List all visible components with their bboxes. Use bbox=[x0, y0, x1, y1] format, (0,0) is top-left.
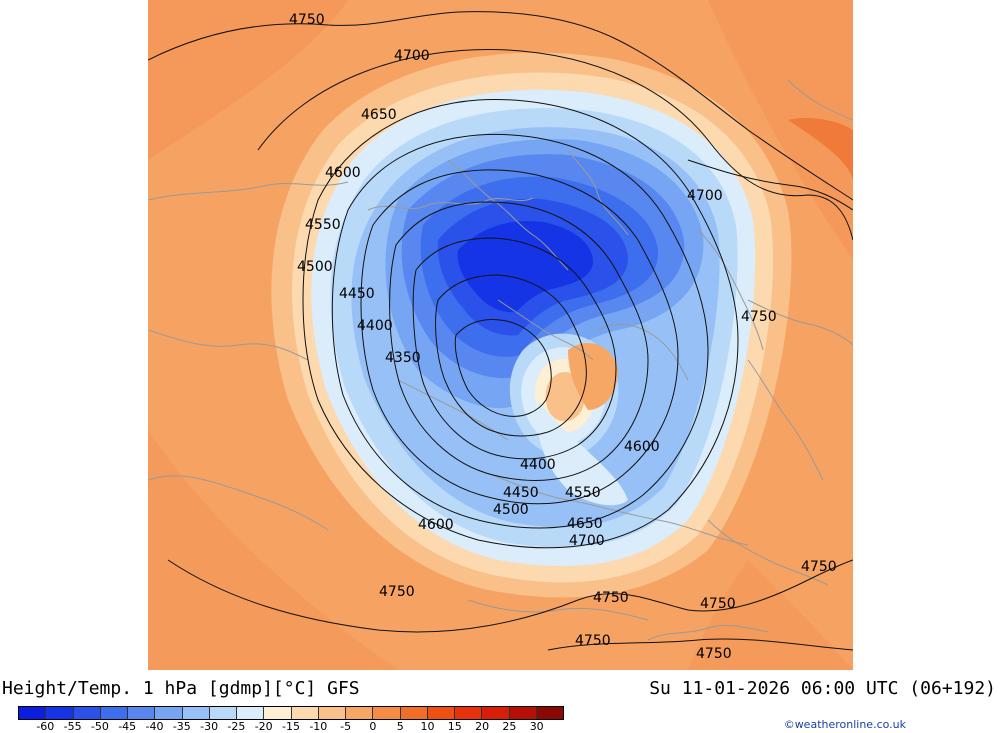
contour-label: 4350 bbox=[385, 350, 421, 366]
colorbar-tick-label: -60 bbox=[36, 720, 55, 733]
colorbar-swatch bbox=[182, 707, 210, 719]
contour-label: 4600 bbox=[624, 439, 660, 455]
contour-label: 4750 bbox=[696, 646, 732, 662]
colorbar-swatch bbox=[46, 707, 74, 719]
contour-label: 4750 bbox=[593, 590, 629, 606]
contour-label: 4700 bbox=[569, 533, 605, 549]
colorbar-swatch bbox=[427, 707, 455, 719]
contour-label: 4650 bbox=[361, 107, 397, 123]
colorbar-tick-label: -35 bbox=[172, 720, 191, 733]
contour-label: 4600 bbox=[418, 517, 454, 533]
temperature-colorbar bbox=[18, 706, 564, 720]
colorbar-tick-label: 0 bbox=[369, 720, 377, 733]
colorbar-swatch bbox=[155, 707, 183, 719]
contour-label: 4750 bbox=[801, 559, 837, 575]
temperature-height-map: 4750 4700 4650 4600 4550 4500 4450 4400 … bbox=[148, 0, 853, 670]
contour-label: 4500 bbox=[297, 259, 333, 275]
colorbar-swatch bbox=[346, 707, 374, 719]
credit-text: ©weatheronline.co.uk bbox=[783, 718, 906, 731]
colorbar-swatch bbox=[237, 707, 265, 719]
height-contours bbox=[148, 11, 853, 651]
contour-label: 4750 bbox=[289, 12, 325, 28]
colorbar-swatch bbox=[291, 707, 319, 719]
contour-label: 4700 bbox=[394, 48, 430, 64]
colorbar-swatch bbox=[400, 707, 428, 719]
colorbar-swatch bbox=[318, 707, 346, 719]
contour-label: 4750 bbox=[741, 309, 777, 325]
colorbar-swatch bbox=[455, 707, 483, 719]
contour-labels: 4750 4700 4650 4600 4550 4500 4450 4400 … bbox=[289, 12, 837, 662]
colorbar-tick-label: -15 bbox=[282, 720, 300, 733]
colorbar-tick-label: 30 bbox=[529, 720, 544, 733]
colorbar-swatch bbox=[209, 707, 237, 719]
contour-label: 4450 bbox=[339, 286, 375, 302]
colorbar-tick-label: 25 bbox=[502, 720, 517, 733]
contour-label: 4650 bbox=[567, 516, 603, 532]
colorbar-swatch bbox=[482, 707, 510, 719]
colorbar-tick-label: -30 bbox=[200, 720, 219, 733]
contour-label: 4550 bbox=[565, 485, 601, 501]
colorbar-tick-label: 20 bbox=[475, 720, 490, 733]
contour-label: 4400 bbox=[357, 318, 393, 334]
contour-label: 4500 bbox=[493, 502, 529, 518]
colorbar-swatch bbox=[373, 707, 401, 719]
colorbar-tick-label: 10 bbox=[420, 720, 435, 733]
contour-label: 4700 bbox=[687, 188, 723, 204]
coastlines bbox=[148, 79, 853, 641]
footer-bar bbox=[0, 670, 1000, 733]
map-panel: 4750 4700 4650 4600 4550 4500 4450 4400 … bbox=[148, 0, 853, 670]
colorbar-swatch bbox=[264, 707, 292, 719]
colorbar-tick-label: -20 bbox=[254, 720, 273, 733]
colorbar-swatch bbox=[536, 707, 563, 719]
contour-label: 4600 bbox=[325, 165, 361, 181]
product-title: Height/Temp. 1 hPa [gdmp][°C] GFS bbox=[2, 678, 360, 699]
colorbar-tick-label: -40 bbox=[145, 720, 164, 733]
colorbar-swatch bbox=[19, 707, 47, 719]
colorbar-swatch bbox=[73, 707, 101, 719]
colorbar-tick-labels: -60 -55 -50 -45 -40 -35 -30 -25 -20 -15 -10 -5 0 5 10 1… bbox=[18, 720, 564, 733]
contour-label: 4750 bbox=[575, 633, 611, 649]
contour-label: 4750 bbox=[700, 596, 736, 612]
contour-label: 4750 bbox=[379, 584, 415, 600]
colorbar-tick-label: -50 bbox=[90, 720, 109, 733]
contour-label: 4400 bbox=[520, 457, 556, 473]
colorbar-tick-label: -10 bbox=[309, 720, 328, 733]
contour-label: 4550 bbox=[305, 217, 341, 233]
colorbar-swatch bbox=[509, 707, 537, 719]
colorbar-tick-label: -5 bbox=[340, 720, 352, 733]
colorbar-tick-label: 15 bbox=[447, 720, 462, 733]
temperature-shading bbox=[148, 0, 853, 670]
colorbar-tick-label: -55 bbox=[63, 720, 82, 733]
colorbar-tick-label: 5 bbox=[396, 720, 404, 733]
colorbar-swatch bbox=[128, 707, 156, 719]
colorbar-tick-label: -45 bbox=[118, 720, 137, 733]
valid-time: Su 11-01-2026 06:00 UTC (06+192) bbox=[649, 678, 996, 699]
colorbar-swatch bbox=[100, 707, 128, 719]
contour-label: 4450 bbox=[503, 485, 539, 501]
colorbar-tick-label: -25 bbox=[227, 720, 246, 733]
